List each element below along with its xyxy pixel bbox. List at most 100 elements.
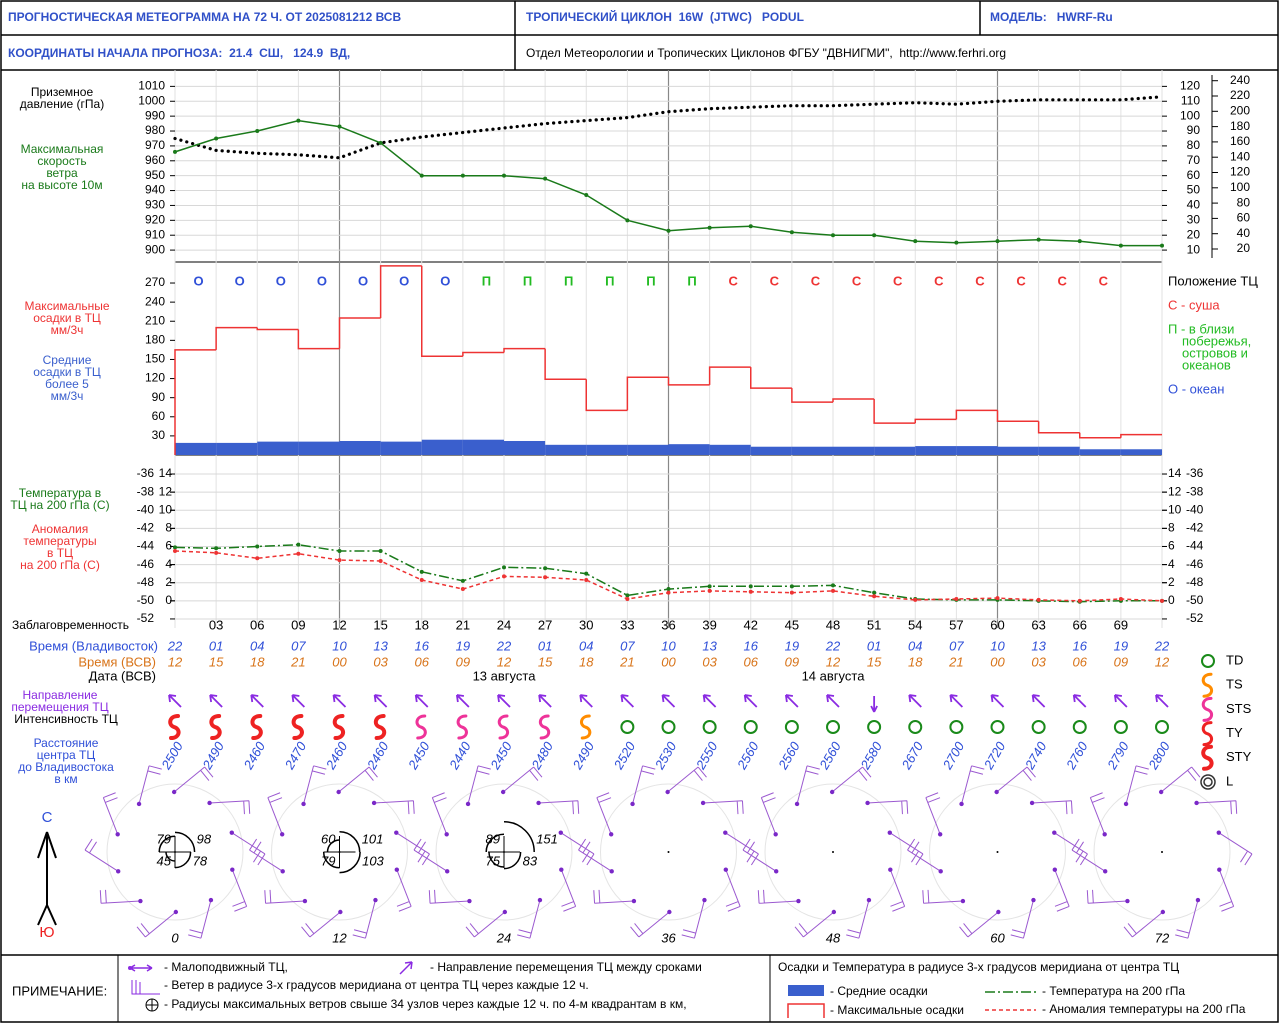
wind-barb	[267, 792, 283, 835]
max-precip-step	[544, 348, 587, 380]
series-point	[255, 556, 260, 561]
distance: 2790	[1104, 739, 1132, 773]
wind-dot	[938, 869, 943, 874]
series-point	[707, 584, 712, 589]
intensity-symbol	[908, 720, 923, 734]
series-point	[831, 588, 835, 593]
y-tick-label: -50	[1186, 593, 1204, 607]
radius-label: 151	[536, 831, 558, 846]
y-tick-label: 980	[145, 123, 165, 137]
mean-precip-bar	[586, 444, 628, 455]
wind-dot	[502, 909, 508, 915]
series-point	[872, 590, 877, 595]
wind-dot	[773, 832, 778, 837]
wind-barb	[757, 889, 799, 904]
y-tick-label: 100	[1180, 108, 1200, 122]
wind-barb	[249, 838, 283, 872]
x-axis-label: Заблаговременность	[12, 618, 129, 632]
wind-dot	[631, 898, 637, 904]
wind-dot	[865, 800, 870, 806]
series-point	[543, 176, 548, 181]
mean-precip-bar	[175, 442, 217, 455]
wind-barb	[1218, 832, 1253, 866]
series-label: в ТЦ	[47, 546, 73, 560]
wind-barb	[102, 792, 119, 835]
y-tick-label: -38	[137, 484, 155, 498]
direction-arrow	[826, 694, 840, 708]
mean-precip-bar	[956, 446, 998, 455]
y-tick-label: 6	[1168, 539, 1175, 553]
barb-icon	[131, 980, 160, 995]
intensity-symbol	[1031, 720, 1046, 734]
wind-barb	[84, 838, 119, 872]
series-point	[625, 597, 630, 602]
x-tick-label: 57	[949, 617, 963, 632]
intensity-symbol	[784, 720, 799, 734]
wind-barb	[1032, 800, 1073, 815]
intensity-symbol	[497, 714, 509, 740]
wind-dot	[700, 800, 706, 806]
distance: 2460	[240, 739, 268, 773]
series-point	[1160, 243, 1164, 248]
position-code: О	[194, 273, 204, 288]
series-point	[173, 545, 177, 550]
wind-dot	[723, 830, 728, 835]
wind-barb	[138, 765, 162, 805]
x-tick-label: 12	[332, 617, 346, 632]
x-tick-label: 69	[1114, 617, 1128, 632]
series-label: скорость	[37, 154, 86, 168]
series-point	[584, 571, 589, 576]
intensity-symbol	[291, 714, 304, 740]
series-point	[214, 136, 219, 141]
series-point	[707, 225, 712, 230]
series-label: мм/3ч	[51, 323, 84, 337]
legend-mean-swatch	[788, 985, 824, 996]
direction-arrow	[784, 694, 799, 708]
note-direction: - Направление перемещения ТЦ между срока…	[430, 960, 702, 974]
position-code: П	[523, 273, 532, 288]
vlad-time: 10	[990, 638, 1005, 653]
utc-time: 09	[1114, 654, 1128, 669]
max-precip-step	[462, 351, 504, 357]
wind-barb	[301, 911, 341, 938]
intensity-symbol	[661, 720, 676, 734]
distance: 2440	[446, 739, 474, 773]
wind-barb	[231, 832, 266, 866]
wind-barb	[867, 800, 909, 815]
distance: 2490	[199, 739, 227, 773]
intensity-legend-symbol	[1200, 774, 1216, 790]
series-point	[831, 233, 835, 238]
max-precip-step	[750, 367, 792, 389]
max-precip-step	[379, 265, 422, 319]
vlad-time: 16	[744, 638, 759, 653]
intensity-symbol	[826, 720, 840, 734]
distance: 2560	[816, 739, 844, 773]
intensity-legend-symbol	[1201, 721, 1213, 747]
mean-precip-bar	[833, 446, 875, 455]
wind-barb	[703, 800, 744, 815]
wind-dot	[116, 869, 121, 874]
max-precip-step	[256, 327, 299, 331]
wind-barb	[578, 838, 612, 872]
wind-barb	[303, 765, 327, 805]
series-line	[173, 95, 1164, 160]
note-slow: - Малоподвижный ТЦ,	[164, 960, 288, 974]
mean-precip-bar	[668, 444, 710, 455]
wind-dot	[1125, 898, 1130, 904]
y-tick-label: 60	[1187, 168, 1201, 182]
mean-precip-bar	[504, 440, 546, 455]
y-tick-label: 20	[1237, 241, 1251, 255]
radius-quadrant	[488, 851, 505, 868]
position-code: С	[1099, 273, 1109, 288]
y-tick-label: 240	[145, 294, 165, 308]
mean-precip-bar	[545, 444, 587, 455]
wind-barb	[1196, 800, 1238, 815]
wind-dot	[1031, 897, 1036, 903]
max-precip-step	[1037, 421, 1080, 434]
wind-barb	[465, 911, 506, 938]
intensity-symbol	[332, 714, 345, 740]
vlad-time: 19	[456, 638, 470, 653]
y-tick-label: 4	[165, 557, 172, 571]
wind-dot	[558, 830, 563, 835]
direction-arrow	[702, 694, 717, 708]
